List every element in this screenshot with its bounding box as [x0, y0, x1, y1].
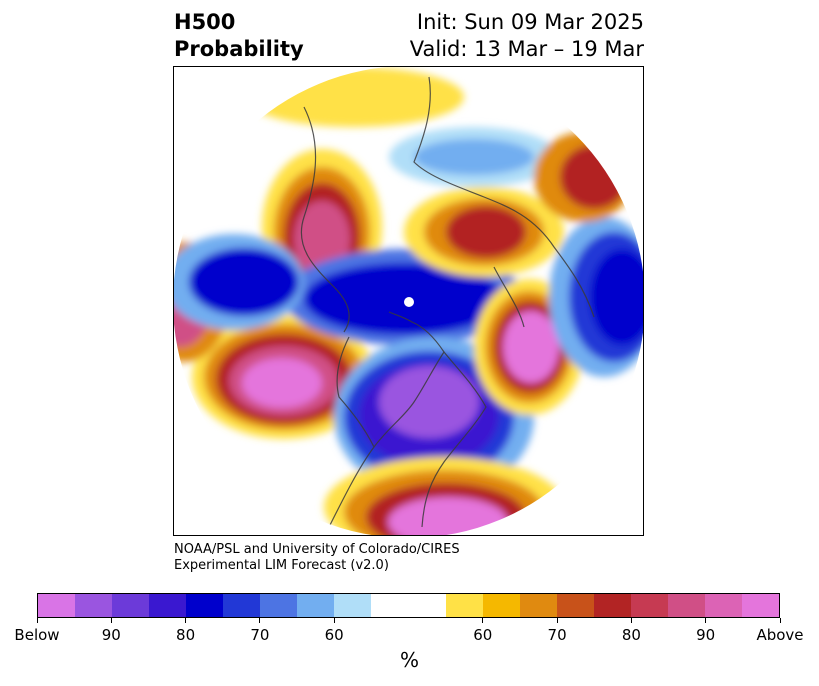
colorbar-segment: [556, 594, 594, 617]
colorbar-tick: [259, 618, 261, 623]
colorbar-segment: [223, 594, 261, 617]
colorbar-tick: [333, 618, 335, 623]
variable-title: H500: [174, 10, 236, 34]
colorbar-segment: [445, 594, 483, 617]
colorbar-tick: [630, 618, 632, 623]
valid-range: Valid: 13 Mar – 19 Mar: [409, 37, 644, 61]
colorbar-tick-label: 70: [547, 626, 567, 644]
colorbar-tick: [779, 618, 781, 623]
colorbar-segment: [260, 594, 298, 617]
polar-map: [173, 66, 645, 538]
colorbar-tick-label: 60: [324, 626, 344, 644]
colorbar-tick-label: 70: [250, 626, 270, 644]
colorbar-segment: [75, 594, 113, 617]
colorbar-tick-label: 90: [101, 626, 121, 644]
colorbar-segment: [482, 594, 520, 617]
colorbar-tick: [185, 618, 187, 623]
colorbar: [37, 593, 780, 618]
colorbar-tick: [705, 618, 707, 623]
colorbar-tick: [556, 618, 558, 623]
colorbar-segment: [334, 594, 372, 617]
init-date: Init: Sun 09 Mar 2025: [416, 10, 644, 34]
colorbar-segment: [371, 594, 446, 617]
colorbar-segment: [112, 594, 150, 617]
colorbar-tick-label: Below: [14, 626, 60, 644]
colorbar-tick-label: Above: [756, 626, 804, 644]
colorbar-tick-label: 80: [621, 626, 641, 644]
colorbar-tick: [482, 618, 484, 623]
credit-line-2: Experimental LIM Forecast (v2.0): [174, 558, 389, 573]
colorbar-segment: [149, 594, 187, 617]
colorbar-segment: [630, 594, 668, 617]
colorbar-tick-labels: Below 90 80 70 60 60 70 80 90 Above: [0, 626, 819, 646]
title-block-right: Init: Sun 09 Mar 2025 Valid: 13 Mar – 19…: [410, 9, 644, 63]
colorbar-ticks: [36, 618, 781, 628]
colorbar-tick: [36, 618, 38, 623]
credit-text: NOAA/PSL and University of Colorado/CIRE…: [174, 542, 460, 574]
colorbar-segment: [704, 594, 742, 617]
colorbar-segment: [297, 594, 335, 617]
credit-line-1: NOAA/PSL and University of Colorado/CIRE…: [174, 542, 460, 557]
colorbar-segment: [38, 594, 76, 617]
colorbar-unit-label: %: [399, 648, 419, 672]
colorbar-tick-label: 80: [176, 626, 196, 644]
colorbar-segment: [741, 594, 779, 617]
polar-map-frame: [173, 66, 645, 538]
colorbar-tick-label: 60: [473, 626, 493, 644]
title-block-left: H500 Probability: [174, 9, 304, 63]
colorbar-segment: [519, 594, 557, 617]
colorbar-tick-label: 90: [696, 626, 716, 644]
colorbar-segment: [593, 594, 631, 617]
colorbar-segment: [667, 594, 705, 617]
variable-subtitle: Probability: [174, 37, 304, 61]
colorbar-tick: [110, 618, 112, 623]
colorbar-segment: [186, 594, 224, 617]
